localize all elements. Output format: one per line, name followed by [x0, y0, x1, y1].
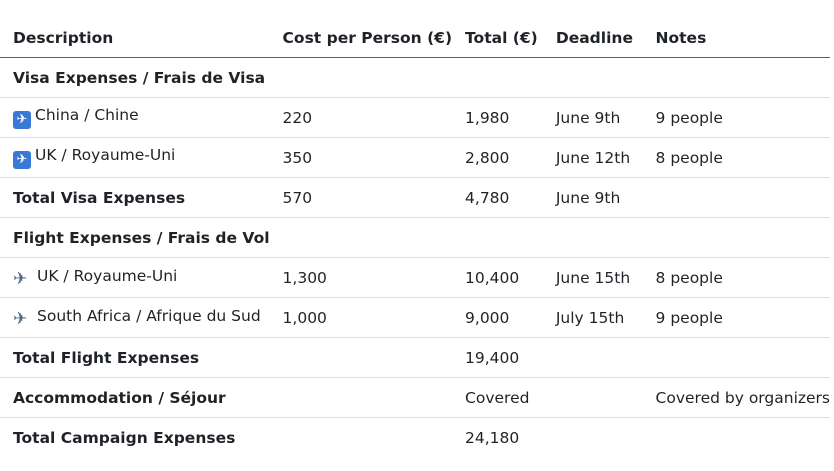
- header-deadline: Deadline: [542, 18, 643, 58]
- row-description: Accommodation / Séjour: [0, 377, 270, 418]
- row-cost: 570: [269, 177, 453, 218]
- row-notes: [642, 337, 830, 378]
- row-total: 10,400: [452, 257, 543, 298]
- total-row-flight: Total Flight Expenses 19,400: [0, 337, 830, 378]
- row-description: Total Flight Expenses: [0, 337, 270, 378]
- row-total: 1,980: [452, 97, 543, 138]
- row-description: UK / Royaume-Uni: [37, 267, 178, 285]
- row-deadline: June 9th: [542, 177, 643, 218]
- row-description-cell: ✈ China / Chine: [0, 97, 270, 138]
- passport-control-icon: ✈: [13, 111, 31, 129]
- airplane-icon: ✈: [13, 269, 28, 289]
- header-total: Total (€): [452, 18, 543, 58]
- table-row: ✈ UK / Royaume-Uni 1,300 10,400 June 15th…: [0, 257, 830, 298]
- header-row: Description Cost per Person (€) Total (€…: [0, 18, 830, 58]
- accommodation-row: Accommodation / Séjour Covered Covered b…: [0, 377, 830, 418]
- row-description: Total Visa Expenses: [0, 177, 270, 218]
- row-notes: 9 people: [642, 97, 830, 138]
- table-row: ✈ China / Chine 220 1,980 June 9th 9 peop…: [0, 97, 830, 138]
- total-row-visa: Total Visa Expenses 570 4,780 June 9th: [0, 177, 830, 218]
- row-deadline: [543, 418, 643, 458]
- row-total: [452, 57, 543, 98]
- row-notes: 8 people: [642, 137, 830, 178]
- row-cost: [269, 377, 453, 418]
- row-deadline: [542, 217, 643, 258]
- row-deadline: [542, 337, 643, 378]
- header-cost-per-person: Cost per Person (€): [269, 18, 453, 58]
- row-description-cell: ✈ South Africa / Afrique du Sud: [0, 297, 270, 338]
- airplane-icon: ✈: [13, 309, 28, 329]
- row-notes: [642, 217, 830, 258]
- row-description-cell: ✈ UK / Royaume-Uni: [0, 137, 270, 178]
- row-deadline: June 12th: [542, 137, 643, 178]
- grand-total-row: Total Campaign Expenses 24,180: [0, 418, 830, 458]
- row-notes: [642, 177, 830, 218]
- row-notes: 9 people: [642, 297, 830, 338]
- row-cost: 350: [269, 137, 453, 178]
- row-cost: [269, 217, 453, 258]
- row-cost: [269, 57, 453, 98]
- header-notes: Notes: [642, 18, 830, 58]
- row-total: [452, 217, 543, 258]
- row-notes: [643, 418, 830, 458]
- passport-control-icon: ✈: [13, 151, 31, 169]
- row-total: 2,800: [452, 137, 543, 178]
- header-description: Description: [0, 18, 270, 58]
- row-cost: [269, 337, 453, 378]
- table-row: ✈ South Africa / Afrique du Sud 1,000 9,0…: [0, 297, 830, 338]
- row-deadline: June 15th: [542, 257, 643, 298]
- row-total: 9,000: [452, 297, 543, 338]
- row-notes: Covered by organizers: [642, 377, 830, 418]
- row-description: Flight Expenses / Frais de Vol: [0, 217, 270, 258]
- row-total: Covered: [452, 377, 543, 418]
- row-deadline: June 9th: [542, 97, 643, 138]
- row-total: 4,780: [452, 177, 543, 218]
- section-row-flight: Flight Expenses / Frais de Vol: [0, 217, 830, 258]
- row-description-cell: ✈ UK / Royaume-Uni: [0, 257, 270, 298]
- row-notes: 8 people: [642, 257, 830, 298]
- row-deadline: [542, 377, 643, 418]
- row-deadline: July 15th: [542, 297, 643, 338]
- table-row: ✈ UK / Royaume-Uni 350 2,800 June 12th 8 …: [0, 137, 830, 178]
- row-deadline: [542, 57, 643, 98]
- row-description: South Africa / Afrique du Sud: [37, 307, 261, 325]
- row-cost: 1,000: [269, 297, 453, 338]
- row-notes: [642, 57, 830, 98]
- row-total: 24,180: [465, 428, 520, 447]
- section-row-visa: Visa Expenses / Frais de Visa: [0, 57, 830, 98]
- row-description: China / Chine: [35, 106, 139, 124]
- row-description: Visa Expenses / Frais de Visa: [0, 57, 270, 98]
- row-cost: 220: [269, 97, 453, 138]
- expenses-table: Description Cost per Person (€) Total (€…: [0, 18, 830, 457]
- row-cost: 1,300: [269, 257, 453, 298]
- row-cost: [270, 418, 452, 458]
- row-description: Total Campaign Expenses: [13, 428, 236, 447]
- row-description: UK / Royaume-Uni: [35, 146, 176, 164]
- row-total: 19,400: [452, 337, 543, 378]
